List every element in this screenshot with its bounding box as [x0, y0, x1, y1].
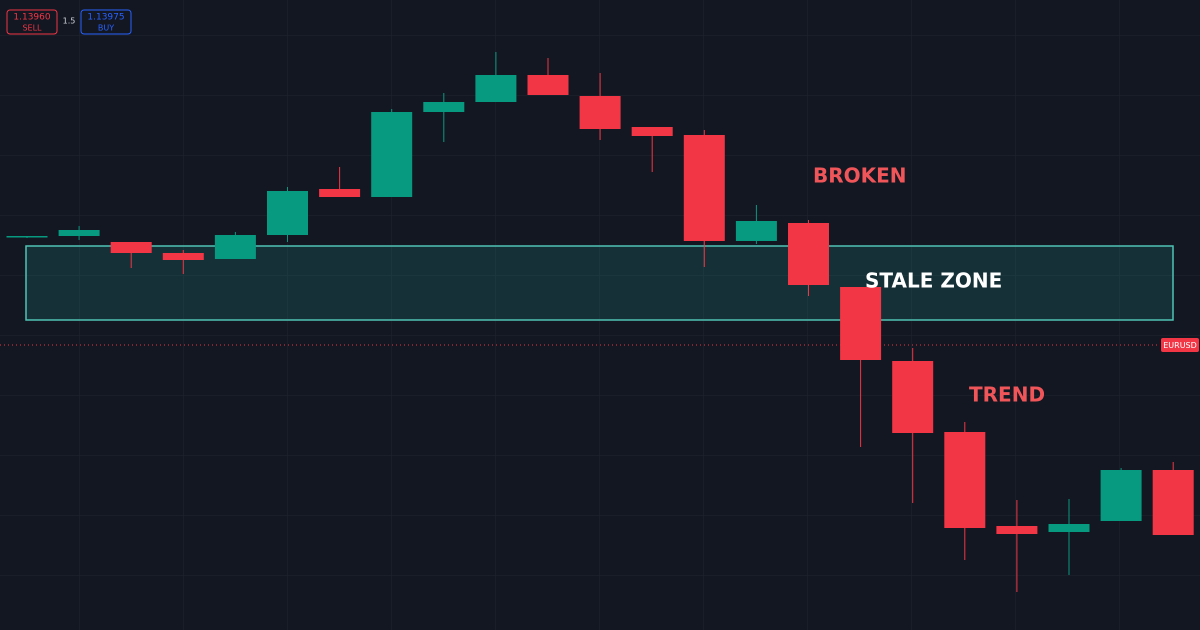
candle-body [1100, 470, 1142, 521]
candle-body [840, 287, 882, 360]
sell-button[interactable] [6, 9, 58, 35]
candle-body [214, 235, 256, 259]
candle-body [788, 223, 829, 285]
candle-body [423, 102, 465, 112]
candle-body [6, 236, 48, 238]
symbol-tag [1161, 338, 1199, 352]
candle-body [1048, 524, 1090, 532]
candle-body [110, 242, 152, 253]
candle-body [579, 96, 621, 129]
annotation: BROKEN [813, 164, 907, 188]
annotation: TREND [969, 383, 1045, 407]
buy-button[interactable] [80, 9, 132, 35]
candle-body [683, 135, 725, 241]
candle-body [631, 127, 673, 136]
candle-body [319, 189, 361, 197]
candle-body [267, 191, 308, 235]
buy-label: BUY [98, 24, 114, 33]
spread: 1.5 [63, 17, 76, 26]
candle-body [475, 75, 517, 102]
candle-body [527, 75, 569, 95]
symbol-label: EURUSD [1163, 341, 1197, 350]
candle-body [1152, 470, 1194, 535]
candle-body [944, 432, 986, 528]
candle-body [58, 230, 100, 236]
buy-price: 1.13975 [87, 13, 124, 23]
candle-body [735, 221, 777, 241]
candle-body [371, 112, 413, 197]
candle-body [996, 526, 1038, 534]
sell-label: SELL [22, 24, 42, 33]
candle-body [892, 361, 934, 433]
zone-label: STALE ZONE [865, 269, 1002, 293]
sell-price: 1.13960 [13, 13, 50, 23]
candle-body [162, 253, 204, 260]
